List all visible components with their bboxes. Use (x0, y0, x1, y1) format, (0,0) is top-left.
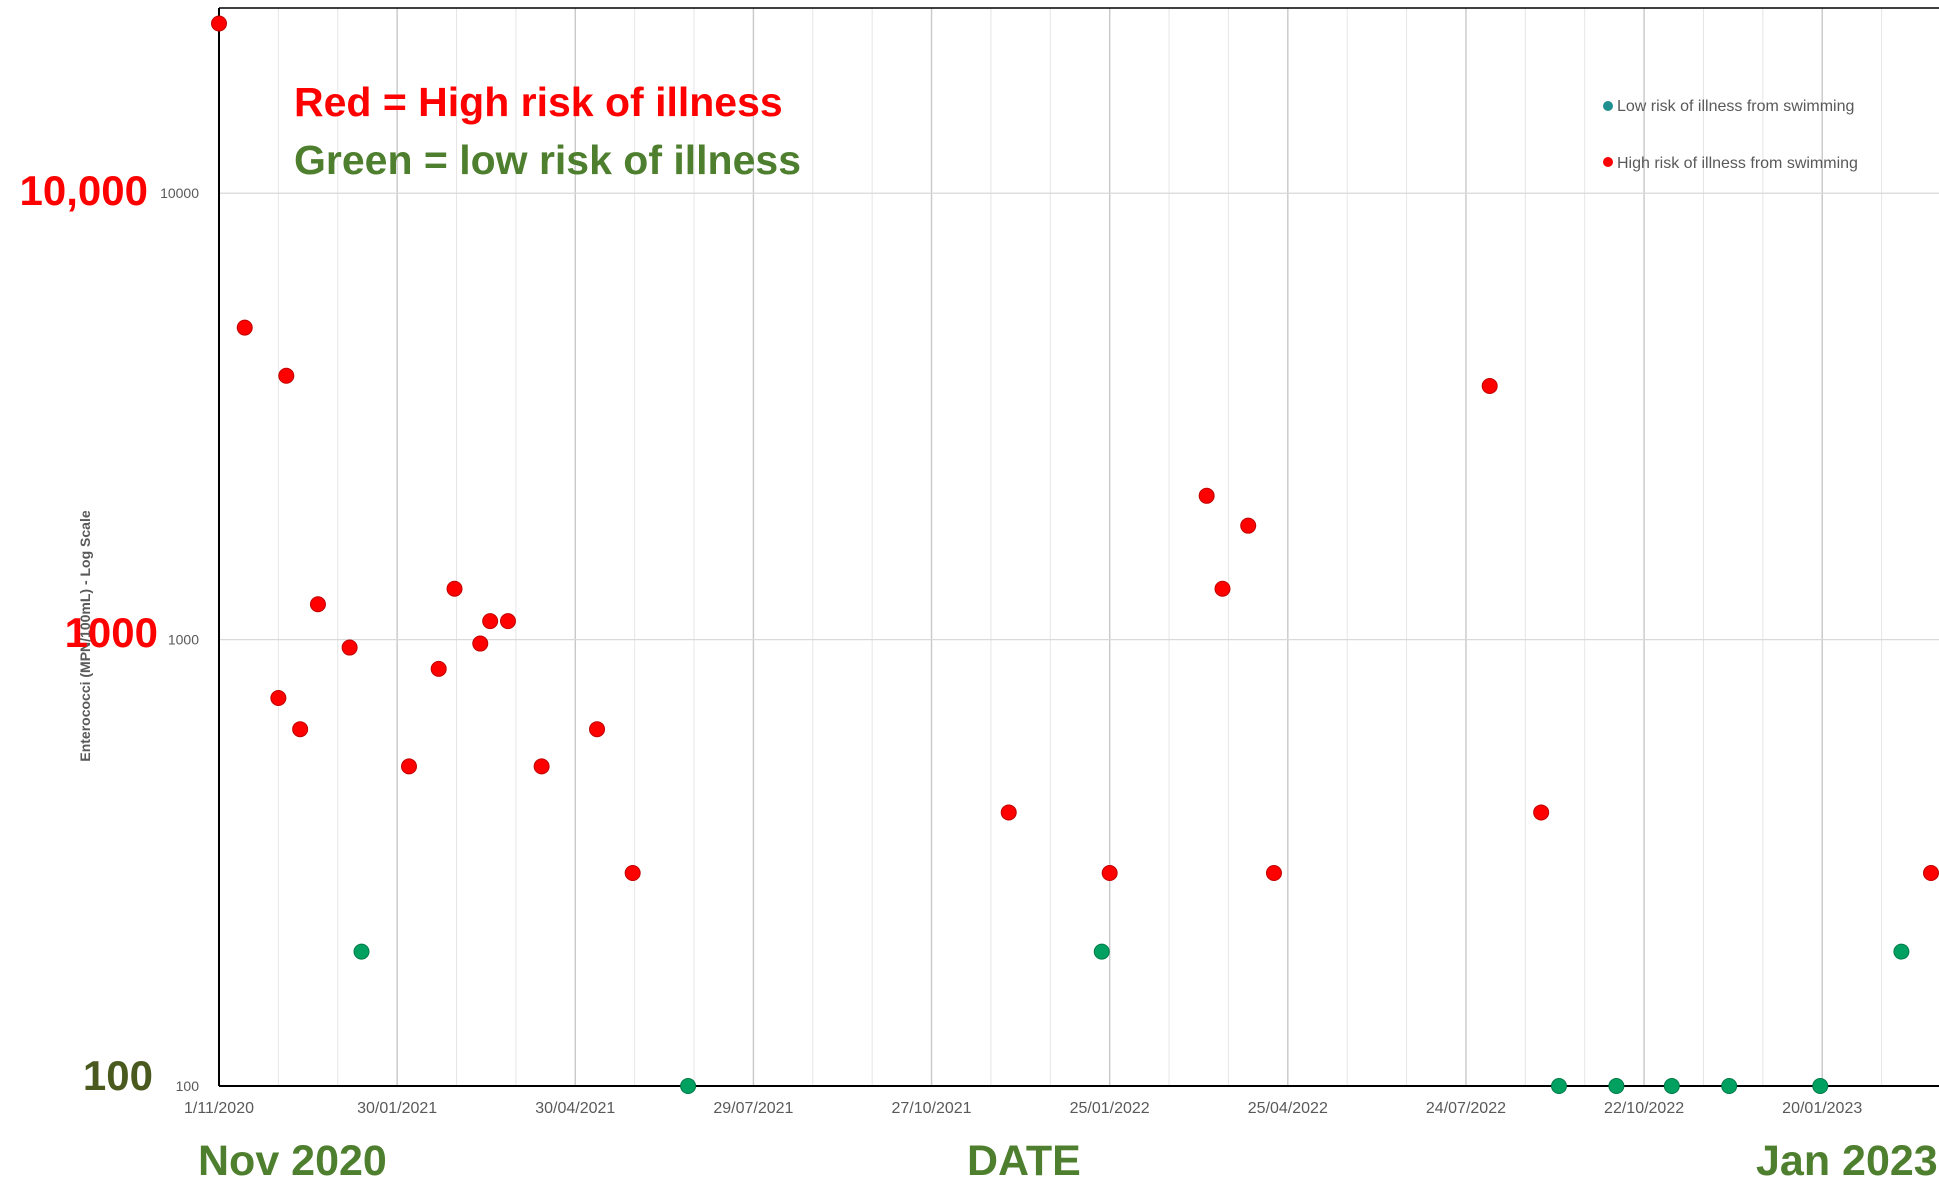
low-risk-point (1663, 1078, 1680, 1094)
x-tick-label: 1/11/2020 (184, 1100, 254, 1117)
x-tick-label: 29/07/2021 (713, 1100, 793, 1117)
high-risk-point (1265, 865, 1282, 882)
date-label: DATE (967, 1137, 1081, 1178)
x-tick-label: 25/04/2022 (1248, 1100, 1328, 1117)
high-risk-point (292, 721, 309, 738)
high-risk-point (1101, 865, 1118, 882)
x-tick-label: 30/01/2021 (357, 1100, 437, 1117)
high-risk-point (482, 613, 499, 630)
low-risk-point (1093, 943, 1110, 960)
high-risk-point (278, 367, 295, 384)
legend-marker-high (1603, 157, 1613, 167)
x-tick-label: 22/10/2022 (1604, 1100, 1684, 1117)
high-risk-point (1198, 487, 1215, 504)
legend-marker-low (1603, 101, 1613, 111)
grid-lines (219, 8, 1939, 1086)
nov-2020-label: Nov 2020 (198, 1137, 387, 1178)
high-risk-point (589, 721, 606, 738)
low-risk-point (1608, 1078, 1625, 1094)
x-tick-label: 27/10/2021 (892, 1100, 972, 1117)
high-risk-point (401, 758, 418, 775)
high-risk-point (309, 596, 326, 613)
low-risk-point (1550, 1078, 1567, 1094)
axes (218, 7, 1939, 1087)
legend-label-low: Low risk of illness from swimming (1617, 98, 1854, 115)
low-risk-point (1721, 1078, 1738, 1094)
x-tick-label: 30/04/2021 (535, 1100, 615, 1117)
high-risk-point (472, 635, 489, 652)
high-risk-point (1214, 580, 1231, 597)
high-risk-point (1481, 377, 1498, 394)
high-risk-point (430, 660, 447, 677)
legend: Low risk of illness from swimming High r… (1603, 98, 1858, 172)
y-tick-label: 100 (176, 1078, 200, 1094)
x-tick-label: 20/01/2023 (1782, 1100, 1862, 1117)
green-annotation: Green = low risk of illness (294, 137, 801, 183)
high-risk-point (341, 639, 358, 656)
high-risk-point (624, 865, 641, 882)
high-risk-point (1000, 804, 1017, 821)
legend-label-high: High risk of illness from swimming (1617, 155, 1858, 172)
high-risk-point (1533, 804, 1550, 821)
data-points (211, 15, 1939, 1094)
high-risk-point (211, 15, 227, 32)
y-tick-label: 1000 (168, 632, 199, 648)
low-risk-point (1812, 1078, 1829, 1094)
low-risk-point (1893, 943, 1910, 960)
big-y-label-100: 100 (83, 1052, 153, 1099)
high-risk-point (270, 689, 287, 706)
high-risk-point (1240, 517, 1257, 534)
big-y-label-10000: 10,000 (20, 167, 148, 214)
high-risk-point (533, 758, 550, 775)
high-risk-point (499, 613, 516, 630)
high-risk-point (446, 580, 463, 597)
low-risk-point (680, 1078, 697, 1094)
y-tick-label: 10000 (160, 185, 199, 201)
red-annotation: Red = High risk of illness (294, 79, 783, 125)
high-risk-point (236, 319, 253, 336)
high-risk-point (1923, 865, 1939, 882)
y-axis-title: Enterococci (MPN/100mL) - Log Scale (77, 510, 93, 761)
big-y-label-1000: 1000 (65, 609, 158, 656)
x-tick-label: 25/01/2022 (1070, 1100, 1150, 1117)
jan-2023-label: Jan 2023 (1756, 1137, 1938, 1178)
x-tick-label: 24/07/2022 (1426, 1100, 1506, 1117)
tick-labels: 100 1000 10000 1/11/2020 30/01/2021 30/04/202… (160, 185, 1862, 1117)
low-risk-point (353, 943, 370, 960)
